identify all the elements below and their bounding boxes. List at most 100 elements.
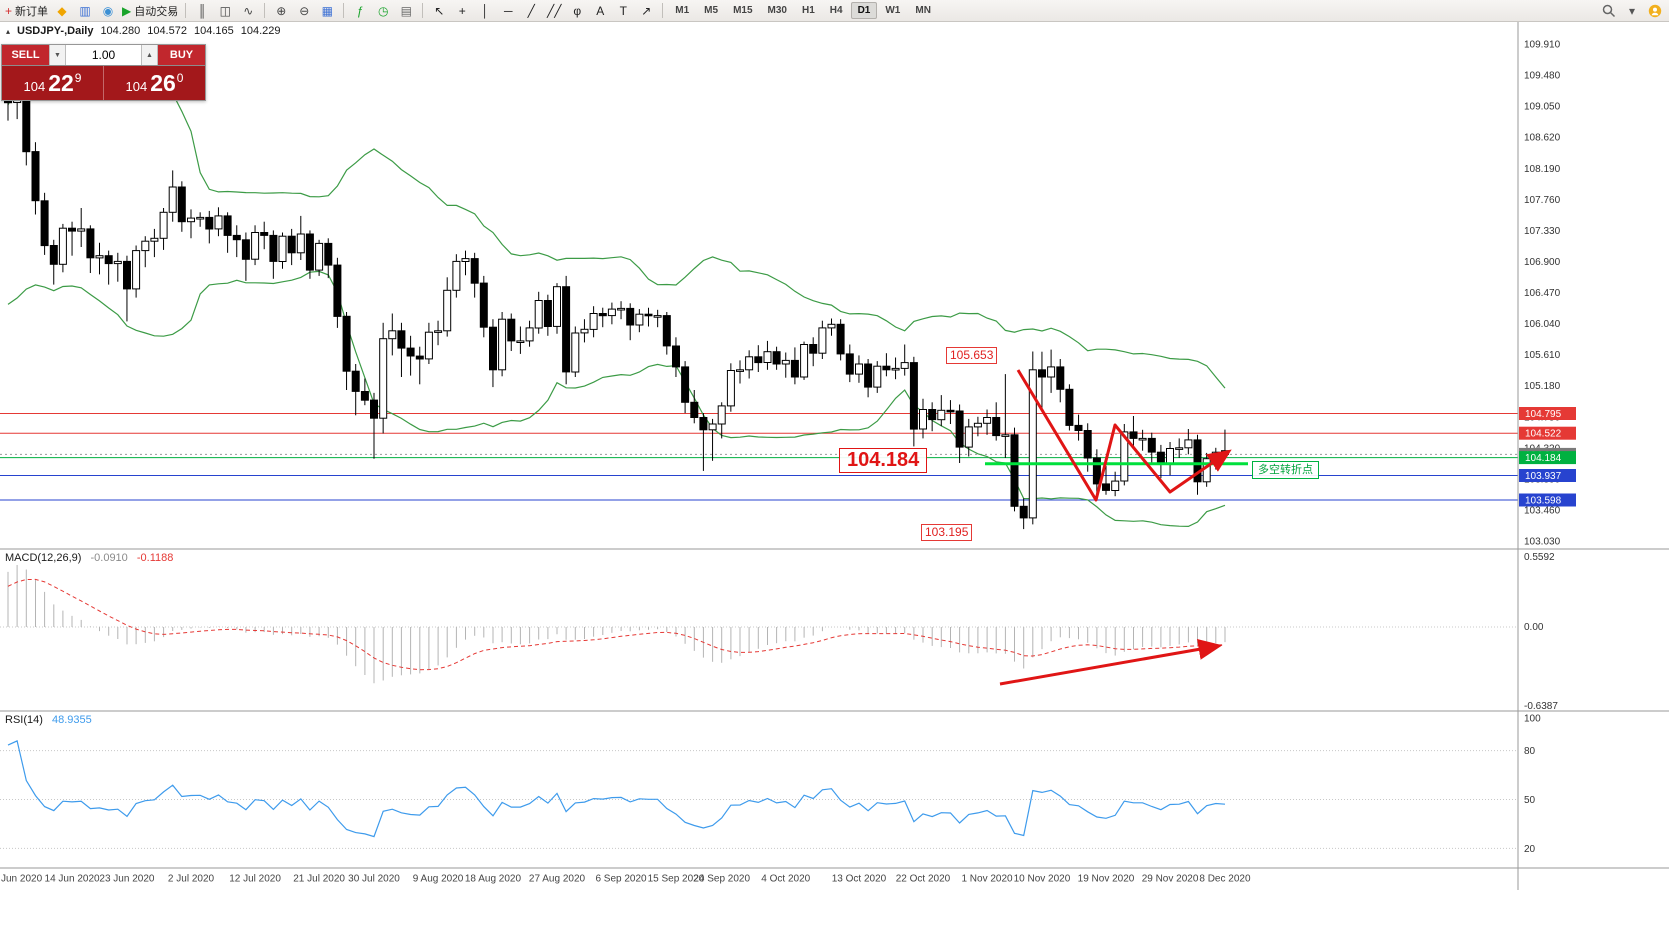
close-value: 104.229 bbox=[240, 25, 281, 37]
svg-text:13 Oct 2020: 13 Oct 2020 bbox=[832, 874, 887, 885]
rsi-title: RSI(14) bbox=[5, 714, 43, 726]
timeframe-m5-button[interactable]: M5 bbox=[704, 5, 719, 16]
svg-text:103.937: 103.937 bbox=[1525, 471, 1562, 482]
search-icon[interactable] bbox=[1598, 2, 1620, 20]
svg-text:107.330: 107.330 bbox=[1524, 226, 1561, 237]
svg-text:4 Oct 2020: 4 Oct 2020 bbox=[761, 874, 810, 885]
timeframe-h4-button[interactable]: H4 bbox=[829, 5, 843, 16]
order-price-row: 104 22 9 104 26 0 bbox=[2, 66, 205, 100]
candlestick-chart-icon[interactable]: ◫ bbox=[219, 3, 231, 18]
market-watch-icon[interactable]: ▥ bbox=[79, 3, 91, 18]
swing-low-annotation[interactable]: 103.195 bbox=[921, 524, 973, 541]
rsi-line bbox=[7, 740, 1226, 838]
macd-histogram bbox=[7, 565, 1226, 684]
macd-title: MACD(12,26,9) bbox=[5, 552, 82, 564]
svg-text:Jun 2020: Jun 2020 bbox=[1, 874, 43, 885]
metatrader-app-icon[interactable]: ◆ bbox=[57, 3, 67, 18]
toolbar-separator bbox=[422, 3, 424, 18]
sell-button[interactable]: SELL bbox=[2, 45, 49, 65]
svg-text:106.040: 106.040 bbox=[1524, 319, 1561, 330]
timeframe-h1-button[interactable]: H1 bbox=[801, 5, 815, 16]
volume-increase-button[interactable]: ▲ bbox=[141, 45, 158, 65]
buy-button[interactable]: BUY bbox=[158, 45, 205, 65]
rsi-value: 48.9355 bbox=[51, 714, 92, 726]
indicators-icon[interactable]: ƒ bbox=[356, 3, 364, 18]
svg-text:15 Sep 2020: 15 Sep 2020 bbox=[648, 874, 705, 885]
pivot-price-annotation[interactable]: 104.184 bbox=[839, 448, 928, 473]
volume-input[interactable] bbox=[66, 45, 141, 65]
one-click-trading-panel: SELL ▼ ▲ BUY 104 22 9 104 26 0 bbox=[1, 44, 206, 101]
svg-text:109.050: 109.050 bbox=[1524, 102, 1561, 113]
svg-text:20: 20 bbox=[1524, 844, 1536, 855]
svg-text:104.795: 104.795 bbox=[1525, 409, 1562, 420]
price-zigzag-arrow bbox=[1016, 369, 1232, 502]
autotrading-button[interactable]: ▶ 自动交易 bbox=[122, 3, 179, 18]
timeframe-d1-button[interactable]: D1 bbox=[850, 2, 878, 19]
new-order-button[interactable]: + 新订单 bbox=[5, 3, 49, 18]
navigator-icon[interactable]: ◉ bbox=[102, 3, 114, 18]
templates-icon[interactable]: ▤ bbox=[400, 3, 412, 18]
svg-text:2 Jul 2020: 2 Jul 2020 bbox=[168, 874, 215, 885]
high-value: 104.572 bbox=[147, 25, 187, 37]
svg-text:100: 100 bbox=[1524, 714, 1541, 725]
community-icon[interactable] bbox=[1644, 2, 1666, 20]
cursor-icon[interactable]: ↖ bbox=[434, 3, 445, 18]
bar-chart-icon[interactable]: ║ bbox=[197, 3, 207, 18]
buy-price-button[interactable]: 104 26 0 bbox=[104, 66, 205, 100]
bollinger-lower-band bbox=[7, 270, 1226, 528]
svg-text:24 Sep 2020: 24 Sep 2020 bbox=[693, 874, 750, 885]
trendline-icon[interactable]: ╱ bbox=[527, 3, 535, 18]
symbol-timeframe-label: USDJPY-,Daily bbox=[17, 25, 94, 37]
timeframe-m30-button[interactable]: M30 bbox=[767, 5, 787, 16]
svg-text:107.760: 107.760 bbox=[1524, 195, 1561, 206]
horizontal-line-icon[interactable]: ─ bbox=[503, 3, 513, 18]
timeframe-w1-button[interactable]: W1 bbox=[885, 5, 901, 16]
low-value: 104.165 bbox=[193, 25, 234, 37]
toolbar-separator bbox=[343, 3, 345, 18]
pivot-note-annotation[interactable]: 多空转折点 bbox=[1252, 461, 1319, 479]
fibonacci-icon[interactable]: φ bbox=[573, 3, 582, 18]
svg-text:27 Aug 2020: 27 Aug 2020 bbox=[529, 874, 586, 885]
search-dropdown-icon[interactable]: ▾ bbox=[1628, 3, 1636, 18]
svg-text:0.5592: 0.5592 bbox=[1524, 552, 1555, 563]
timeframe-mn-button[interactable]: MN bbox=[915, 5, 931, 16]
macd-indicator-label: MACD(12,26,9) -0.0910 -0.1188 bbox=[5, 552, 173, 564]
label-icon[interactable]: T bbox=[619, 3, 627, 18]
svg-text:106.900: 106.900 bbox=[1524, 257, 1561, 268]
crosshair-icon[interactable]: + bbox=[458, 3, 466, 18]
svg-text:103.030: 103.030 bbox=[1524, 537, 1561, 548]
tile-windows-icon[interactable]: ▦ bbox=[321, 3, 333, 18]
svg-text:-0.6387: -0.6387 bbox=[1524, 701, 1558, 712]
svg-text:108.190: 108.190 bbox=[1524, 164, 1561, 175]
chart-title: ▴ USDJPY-,Daily 104.280 104.572 104.165 … bbox=[6, 25, 281, 37]
zoom-in-icon[interactable]: ⊕ bbox=[276, 3, 287, 18]
svg-text:23 Jun 2020: 23 Jun 2020 bbox=[99, 874, 154, 885]
buy-price-big: 26 bbox=[150, 69, 176, 96]
svg-text:30 Jul 2020: 30 Jul 2020 bbox=[348, 874, 400, 885]
svg-text:10 Nov 2020: 10 Nov 2020 bbox=[1014, 874, 1071, 885]
svg-text:50: 50 bbox=[1524, 795, 1536, 806]
svg-text:9 Aug 2020: 9 Aug 2020 bbox=[413, 874, 464, 885]
svg-text:19 Nov 2020: 19 Nov 2020 bbox=[1078, 874, 1135, 885]
macd-signal-value: -0.1188 bbox=[136, 552, 174, 564]
periods-icon[interactable]: ◷ bbox=[378, 3, 389, 18]
svg-text:18 Aug 2020: 18 Aug 2020 bbox=[465, 874, 522, 885]
macd-main-value: -0.0910 bbox=[90, 552, 128, 564]
arrows-icon[interactable]: ↗ bbox=[641, 3, 652, 18]
timeframe-m1-button[interactable]: M1 bbox=[675, 5, 690, 16]
timeframe-m15-button[interactable]: M15 bbox=[733, 5, 753, 16]
svg-text:109.480: 109.480 bbox=[1524, 71, 1561, 82]
vertical-line-icon[interactable]: │ bbox=[481, 3, 490, 18]
zoom-out-icon[interactable]: ⊖ bbox=[299, 3, 310, 18]
macd-trend-arrow bbox=[999, 639, 1223, 686]
volume-decrease-button[interactable]: ▼ bbox=[49, 45, 66, 65]
sell-price-button[interactable]: 104 22 9 bbox=[2, 66, 104, 100]
rsi-indicator-label: RSI(14) 48.9355 bbox=[5, 714, 92, 726]
swing-high-annotation[interactable]: 105.653 bbox=[946, 347, 998, 364]
svg-text:109.910: 109.910 bbox=[1524, 40, 1561, 51]
channel-icon[interactable]: ╱╱ bbox=[547, 3, 562, 18]
buy-price-sup: 0 bbox=[176, 70, 184, 85]
line-chart-icon[interactable]: ∿ bbox=[243, 3, 254, 18]
text-icon[interactable]: A bbox=[596, 3, 605, 18]
